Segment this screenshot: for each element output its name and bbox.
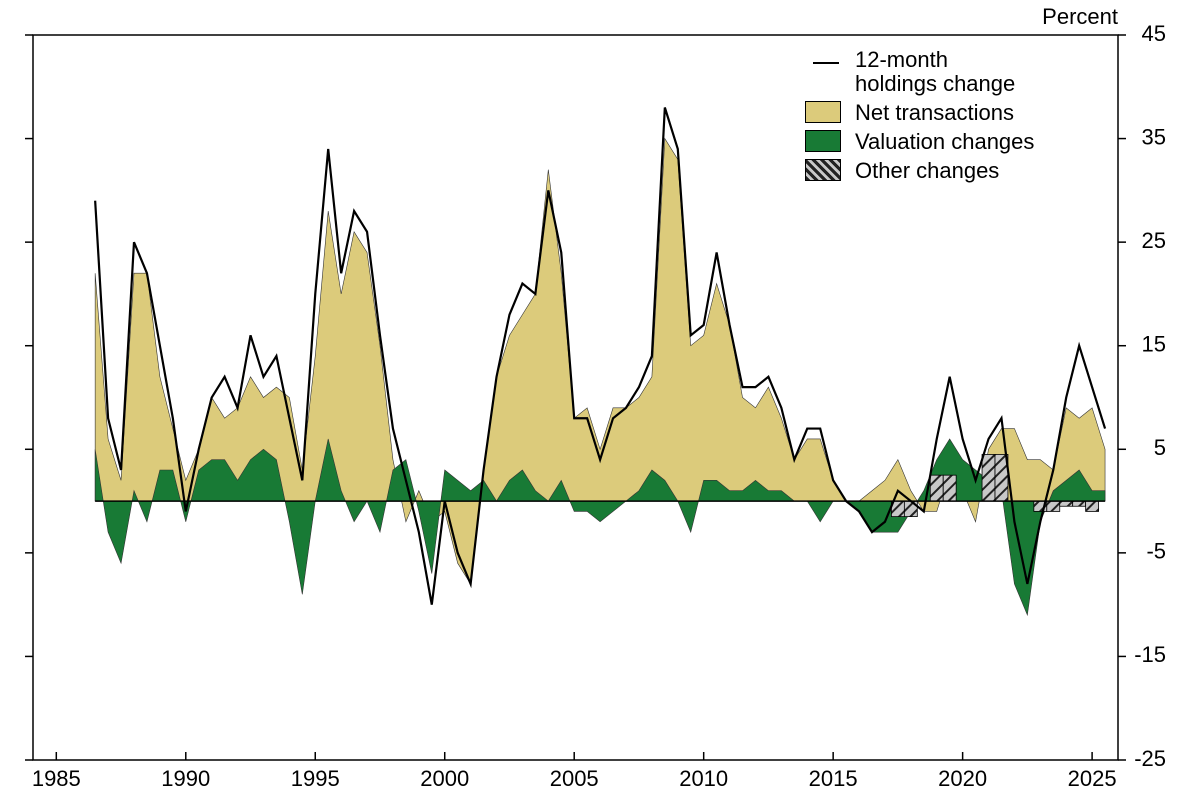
x-tick-label: 1985 bbox=[32, 766, 81, 791]
line bbox=[94, 107, 1107, 605]
y-tick-label: 25 bbox=[1142, 228, 1166, 253]
area bbox=[94, 438, 1106, 617]
other-bar bbox=[942, 474, 957, 502]
other-bar bbox=[929, 474, 944, 502]
legend-swatch bbox=[813, 62, 839, 64]
other-bar bbox=[1059, 500, 1074, 507]
x-tick-label: 2010 bbox=[679, 766, 728, 791]
legend-label: Net transactions bbox=[855, 100, 1014, 125]
legend-swatch bbox=[805, 159, 841, 181]
y-tick-label: -5 bbox=[1146, 539, 1166, 564]
legend-item: Other changes bbox=[805, 159, 1055, 183]
legend-item: 12-month holdings change bbox=[805, 48, 1055, 96]
plot-frame bbox=[32, 34, 1119, 761]
legend-item: Valuation changes bbox=[805, 130, 1055, 154]
legend: 12-month holdings change Net transactions… bbox=[805, 48, 1055, 188]
other-bar bbox=[981, 454, 996, 502]
y-tick-label: -25 bbox=[1134, 746, 1166, 771]
y-tick-label: 15 bbox=[1142, 332, 1166, 357]
legend-label: Other changes bbox=[855, 158, 1000, 183]
legend-label: 12-month holdings change bbox=[855, 47, 1016, 96]
other-bar bbox=[1085, 500, 1099, 512]
legend-swatch bbox=[805, 130, 841, 152]
y-tick-label: 5 bbox=[1154, 435, 1166, 460]
y-axis-label: Percent bbox=[1042, 4, 1118, 29]
y-tick-label: 45 bbox=[1142, 21, 1166, 46]
x-tick-label: 2020 bbox=[938, 766, 987, 791]
other-bar bbox=[1046, 500, 1061, 512]
x-tick-label: 2005 bbox=[550, 766, 599, 791]
legend-swatch bbox=[805, 101, 841, 123]
other-bar bbox=[1072, 500, 1087, 507]
x-tick-label: 2015 bbox=[809, 766, 858, 791]
x-tick-label: 1995 bbox=[291, 766, 340, 791]
legend-label: Valuation changes bbox=[855, 129, 1035, 154]
x-tick-label: 1990 bbox=[161, 766, 210, 791]
legend-item: Net transactions bbox=[805, 101, 1055, 125]
y-tick-label: 35 bbox=[1142, 124, 1166, 149]
x-tick-label: 2025 bbox=[1068, 766, 1117, 791]
x-tick-label: 2000 bbox=[420, 766, 469, 791]
y-tick-label: -15 bbox=[1134, 642, 1166, 667]
